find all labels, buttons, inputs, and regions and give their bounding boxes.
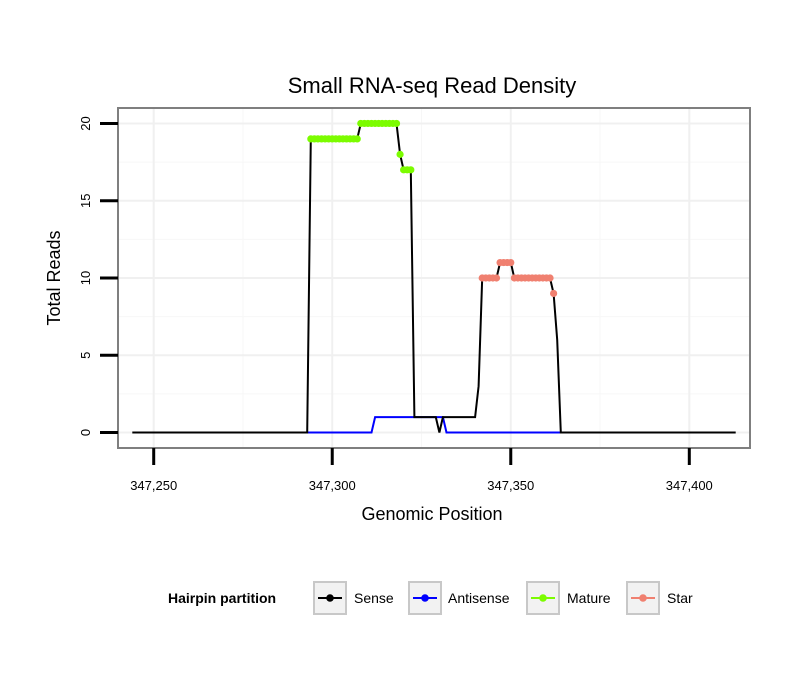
y-tick-label: 15 [78,193,93,207]
point-star [492,274,501,282]
point-star [550,289,558,298]
chart-title: Small RNA-seq Read Density [288,73,577,98]
point-star [546,274,554,282]
y-tick-label: 20 [78,116,93,130]
legend-key-point [639,594,647,602]
y-tick-label: 0 [78,429,93,436]
x-axis: 347,250 347,300 347,350 347,400 [130,448,713,493]
legend-label-mature: Mature [567,590,611,606]
legend: Hairpin partition Sense Antisense Mature St… [168,581,693,615]
legend-label-sense: Sense [354,590,394,606]
y-tick-label: 10 [78,271,93,285]
legend-key-point [421,594,429,602]
series-line-antisense [307,416,561,434]
legend-key-point [539,594,547,602]
legend-key-point [326,594,334,602]
grid [118,108,750,448]
x-tick-label: 347,400 [666,478,713,493]
point-mature [392,119,401,128]
legend-label-star: Star [667,590,693,606]
x-tick-label: 347,350 [487,478,534,493]
point-star [507,258,515,267]
legend-label-antisense: Antisense [448,590,510,606]
point-mature [407,166,415,174]
point-mature [353,135,361,143]
y-tick-label: 5 [78,352,93,359]
series-points [307,119,558,298]
x-tick-label: 347,250 [130,478,177,493]
legend-title: Hairpin partition [168,590,276,606]
y-axis: 0 5 10 15 20 [78,116,118,436]
y-axis-title: Total Reads [44,230,64,325]
x-axis-title: Genomic Position [361,504,502,524]
point-mature [396,150,404,158]
x-tick-label: 347,300 [309,478,356,493]
